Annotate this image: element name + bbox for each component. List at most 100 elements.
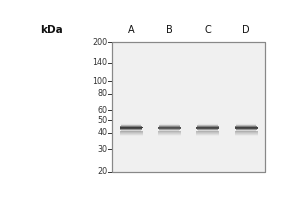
Bar — [196, 128, 219, 129]
Text: 100: 100 — [92, 77, 107, 86]
Bar — [196, 133, 219, 134]
Bar — [198, 123, 218, 124]
Bar — [120, 134, 142, 135]
Bar — [159, 126, 180, 127]
Bar — [196, 133, 219, 134]
Bar — [158, 131, 181, 132]
Bar — [159, 130, 179, 131]
Bar — [120, 131, 142, 132]
Text: 50: 50 — [97, 116, 107, 125]
Bar — [235, 133, 258, 134]
Bar — [235, 134, 258, 135]
Text: 40: 40 — [97, 128, 107, 137]
Bar — [235, 134, 258, 135]
Bar — [196, 132, 219, 133]
Bar — [196, 131, 219, 132]
Bar — [120, 135, 142, 136]
Bar — [158, 133, 181, 134]
Bar — [196, 127, 219, 128]
Bar — [158, 131, 181, 132]
Bar — [196, 131, 219, 132]
Bar — [158, 131, 181, 132]
Bar — [196, 135, 219, 136]
Bar — [120, 135, 142, 136]
Bar — [120, 127, 142, 128]
Text: A: A — [128, 25, 134, 35]
Bar — [196, 131, 219, 132]
Bar — [196, 132, 219, 133]
Text: 80: 80 — [97, 89, 107, 98]
Bar — [196, 134, 219, 135]
Bar — [158, 132, 181, 133]
Bar — [160, 123, 179, 124]
Bar — [120, 129, 142, 130]
Bar — [120, 133, 142, 134]
Bar — [158, 135, 181, 136]
Bar — [158, 134, 181, 135]
Bar — [158, 133, 181, 134]
Bar — [160, 124, 179, 125]
Text: 200: 200 — [92, 38, 107, 47]
Bar — [158, 134, 181, 135]
Bar — [121, 130, 141, 131]
Text: kDa: kDa — [40, 25, 63, 35]
Bar — [235, 131, 258, 132]
Bar — [120, 132, 142, 133]
Bar — [120, 134, 142, 135]
Bar — [158, 135, 181, 136]
Bar — [159, 125, 180, 126]
Bar — [235, 132, 258, 133]
Bar — [235, 133, 258, 134]
Bar — [158, 135, 181, 136]
Bar — [236, 131, 256, 132]
Bar — [120, 126, 142, 127]
Bar — [120, 131, 142, 132]
Bar — [196, 133, 219, 134]
Bar — [198, 131, 218, 132]
Bar — [197, 126, 219, 127]
Bar — [121, 125, 141, 126]
Bar — [196, 135, 219, 136]
Bar — [158, 133, 181, 134]
Bar — [120, 132, 142, 133]
Bar — [158, 132, 181, 133]
FancyBboxPatch shape — [112, 42, 266, 172]
Text: C: C — [204, 25, 211, 35]
Bar — [158, 132, 181, 133]
Bar — [235, 131, 258, 132]
Bar — [236, 124, 256, 125]
Bar — [159, 129, 180, 130]
Bar — [235, 127, 258, 128]
Bar — [196, 134, 219, 135]
Bar — [120, 135, 142, 136]
Bar — [120, 132, 142, 133]
Text: D: D — [242, 25, 250, 35]
Bar — [120, 131, 142, 132]
Bar — [158, 134, 181, 135]
Bar — [235, 135, 258, 136]
Text: 140: 140 — [92, 58, 107, 67]
Bar — [120, 134, 142, 135]
Bar — [121, 123, 141, 124]
Bar — [120, 133, 142, 134]
Bar — [235, 132, 258, 133]
Bar — [197, 125, 218, 126]
Bar — [158, 127, 181, 128]
Bar — [121, 124, 141, 125]
Bar — [236, 130, 256, 131]
Bar — [235, 132, 258, 133]
Bar — [235, 135, 258, 136]
Text: 60: 60 — [97, 106, 107, 115]
Text: 30: 30 — [97, 145, 107, 154]
Bar — [236, 123, 256, 124]
Bar — [120, 133, 142, 134]
Bar — [120, 128, 142, 129]
Bar — [235, 131, 258, 132]
Bar — [197, 129, 218, 130]
Bar — [235, 126, 257, 127]
Bar — [236, 125, 256, 126]
Bar — [160, 131, 179, 132]
Bar — [235, 128, 257, 129]
Bar — [235, 133, 258, 134]
Text: 20: 20 — [97, 167, 107, 176]
